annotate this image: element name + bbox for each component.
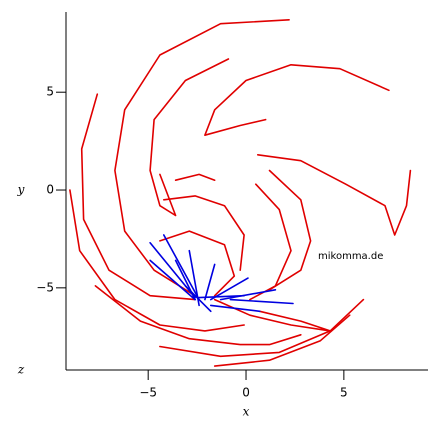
curve (69, 189, 245, 332)
curve (213, 314, 351, 367)
curve (163, 234, 200, 301)
x-axis-label: x (243, 405, 250, 419)
x-tick-label: 5 (340, 386, 348, 400)
y-tick-label: −5 (36, 280, 54, 294)
x-tick-label: −5 (139, 386, 157, 400)
curve (204, 64, 390, 136)
curve (204, 263, 216, 301)
y-axis-label: y (17, 183, 25, 197)
curve (249, 183, 292, 301)
curve (159, 298, 365, 358)
x-tick-label: 0 (242, 386, 250, 400)
y-tick-label: 5 (46, 85, 54, 99)
curve (149, 58, 230, 217)
z-axis-label: z (17, 363, 25, 377)
watermark: mikomma.de (318, 251, 383, 262)
y-tick-label: 0 (46, 183, 54, 197)
curve (94, 285, 302, 346)
curve (219, 289, 277, 301)
curve (188, 249, 200, 307)
curve (210, 277, 249, 301)
curve (80, 93, 196, 301)
curve (257, 154, 412, 236)
curve (229, 298, 294, 305)
curve (114, 19, 290, 297)
curve (213, 298, 331, 332)
curve (174, 173, 216, 181)
curve (210, 304, 261, 313)
curve (149, 259, 196, 301)
curve (184, 285, 212, 313)
curve (163, 195, 245, 271)
curve (159, 230, 236, 297)
curve (268, 169, 312, 291)
